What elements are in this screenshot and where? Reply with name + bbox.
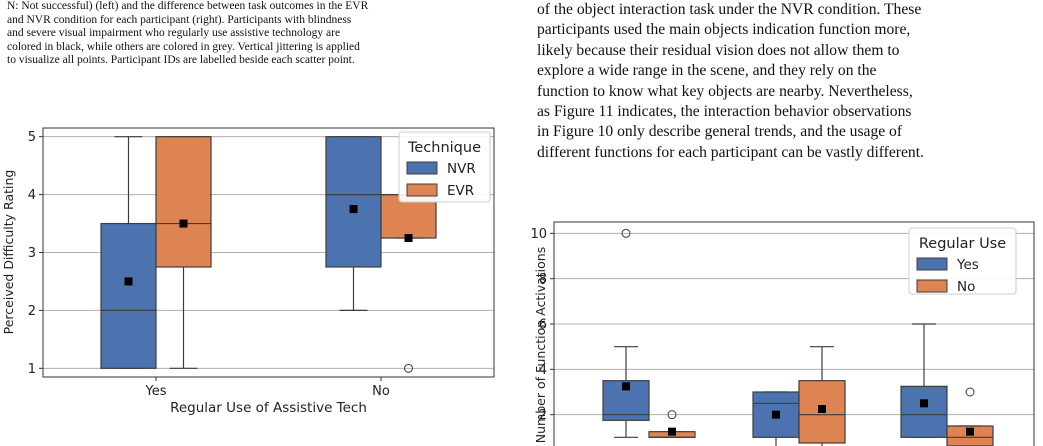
mean-marker [772, 410, 780, 419]
y-tick-label: 2 [28, 304, 36, 319]
legend-title: Technique [407, 140, 481, 156]
paragraph-line: explore a wide range in the scene, and t… [537, 62, 877, 80]
outlier-point [965, 387, 975, 397]
legend-label: No [957, 279, 975, 295]
body-paragraph: of the object interaction task under the… [537, 0, 1037, 163]
box-no [946, 425, 994, 446]
mean-marker [818, 405, 826, 413]
mean-marker [966, 427, 974, 436]
legend-swatch-yes [916, 257, 948, 271]
paragraph-line: function to know what key objects are ne… [537, 82, 913, 100]
legend-label: Yes [956, 257, 979, 273]
figure-caption: N: Not successful) (left) and the differ… [7, 0, 519, 68]
paragraph-line: participants used the main objects indic… [537, 21, 911, 39]
x-tick-label: Yes [145, 384, 167, 399]
mean-marker [349, 205, 358, 214]
paragraph-line: in Figure 10 only describe general trend… [537, 123, 903, 141]
paragraph-line: likely because their residual vision doe… [537, 41, 900, 59]
x-axis-label: Regular Use of Assistive Tech [170, 400, 367, 416]
legend-swatch-nvr [406, 161, 438, 175]
caption-line: N: Not successful) (left) and the differ… [7, 0, 369, 12]
caption-line: colored in black, while others are color… [7, 40, 360, 53]
y-tick-label: 6 [539, 318, 547, 333]
y-tick-label: 4 [28, 188, 36, 203]
box-nvr [100, 222, 157, 369]
mean-marker [920, 399, 928, 408]
mean-marker [124, 277, 133, 286]
y-tick-label: 5 [28, 130, 36, 145]
outlier-point [667, 410, 677, 420]
outlier-point [404, 363, 413, 373]
caption-line: and severe visual impairment who regular… [7, 27, 341, 40]
mean-marker [622, 382, 630, 391]
legend-title: Regular Use [919, 236, 1006, 252]
y-axis-label: Perceived Difficulty Rating [1, 170, 16, 335]
mean-marker [668, 427, 676, 436]
y-tick-label: 1 [28, 362, 36, 377]
y-axis-label: Number of Function Activations [533, 247, 548, 443]
caption-line: to visualize all points. Participant IDs… [7, 54, 355, 67]
box-yes [900, 385, 948, 438]
legend-label: NVR [447, 161, 476, 177]
legend-swatch-no [916, 279, 948, 293]
box-nvr [325, 136, 382, 268]
y-tick-label: 2 [539, 408, 547, 423]
y-tick-label: 8 [539, 272, 547, 287]
x-tick-label: No [372, 384, 390, 399]
mean-marker [404, 234, 413, 243]
legend-swatch-evr [406, 183, 438, 197]
outlier-point [621, 228, 631, 238]
y-tick-label: 4 [539, 363, 547, 378]
caption-line: and NVR condition for each participant (… [7, 13, 352, 26]
y-tick-label: 3 [28, 246, 36, 261]
mean-marker [179, 219, 188, 228]
y-tick-label: 10 [530, 227, 547, 242]
box-evr [155, 136, 212, 268]
legend-box [908, 227, 1017, 295]
paragraph-line: as Figure 11 indicates, the interaction … [537, 103, 912, 121]
paragraph-line: of the object interaction task under the… [537, 1, 922, 18]
legend-label: EVR [447, 183, 474, 199]
plot-frame [553, 221, 1035, 446]
paragraph-line: different functions for each participant… [537, 143, 924, 161]
